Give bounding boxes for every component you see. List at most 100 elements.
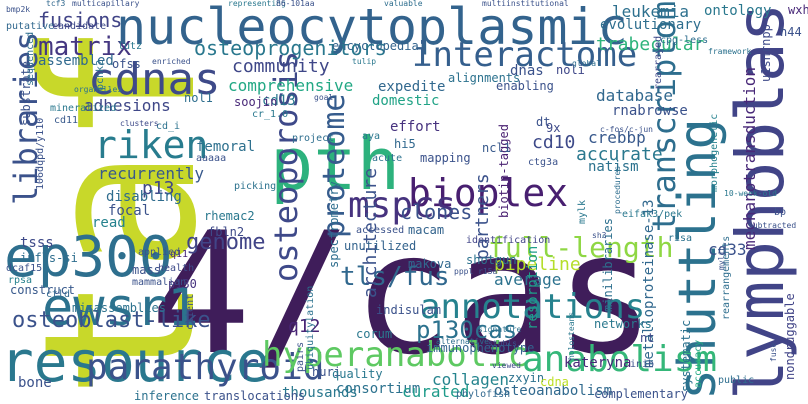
word-effort: effort [390,119,441,135]
word-acute: acute [372,153,403,164]
word-macam: macam [408,223,445,237]
word-fuse: fuse [769,342,778,362]
word-lutz: lutz [118,41,143,52]
word-disabling: disabling [106,189,182,205]
word-unutilized: unutilized [344,239,417,253]
word-p130cas: p130cas [416,316,518,344]
word-wxh: wxh [788,3,808,17]
word-alternative: alternative [436,337,489,346]
word-procedures: procedures [613,165,622,214]
word-alignments: alignments [448,71,521,85]
word-eifak3-pek: eifak3/pek [622,209,683,220]
word-full-length: full-length [488,231,674,264]
word-representing: representing [228,0,286,8]
word-dnas: dnas [510,63,544,79]
word-h44: h44 [780,25,802,39]
word-candidate: candidate [52,21,107,32]
word-ontology: ontology [704,3,772,19]
word-trabecular: trabecular [596,34,705,55]
word-public: public [718,375,755,386]
word-tls-fus: tls/fus [340,262,450,292]
word-database: database [596,86,674,105]
word-biotin-tagged: biotin-tagged [497,124,511,218]
word-risa: risa [668,233,693,244]
word-c-fos-c-jun: c-fos/c-jun [600,125,653,134]
word-quality: quality [332,367,383,381]
word-cdna: cdna [540,375,569,389]
word-genome: genome [186,230,266,255]
word-morphogenetic: morphogenetic [709,113,720,192]
word-crebbp: crebbp [588,128,646,147]
word-project: project [292,133,335,144]
word-huri: huri [312,365,341,379]
word-recurrently: recurrently [98,164,204,183]
word-resorption: resorption [525,245,541,330]
word-ofss: ofss [112,57,141,71]
word-shotgun: shotgun [466,253,517,267]
word-parathyroid: parathyroid [86,347,325,388]
word-cr-1-0: cr_1.0 [252,109,289,120]
word-identification: identification [466,235,551,246]
word-global: global [572,59,601,68]
word-4-cas: 4/cas [150,196,656,392]
word-enriched: enriched [152,57,191,66]
word-hi5: hi5 [394,137,416,151]
word-average: average [494,270,562,289]
word-cd-i: cd_i [156,121,181,132]
word-adhesions: adhesions [84,96,171,115]
word-aya: aya [362,131,381,142]
word-multiinstitutional: multiinstitutional [482,0,569,8]
word-86-101aa: 86-101aa [276,0,315,8]
word-immunophenotype: immunophenotype [426,341,535,355]
word-ctg3a: ctg3a [528,157,559,168]
word-organelles: organelles [74,85,123,94]
word-focal: focal [108,203,151,219]
word-clusters: clusters [120,119,159,128]
word-bmp2k: bmp2k [6,5,31,14]
word-p130: p130 [168,277,197,291]
word-sh3: sh3 [592,231,607,240]
word-domestic: domestic [372,93,440,109]
word-fbln2: fbln2 [208,225,245,239]
word-complementary: complementary [594,387,688,401]
word-spectrometry: spectrometry [327,181,341,268]
word-cd11: cd11 [54,115,79,126]
word-sequenced: sequenced [25,31,36,86]
word-rnabrowse: rnabrowse [612,103,688,119]
word-applied: applied [138,247,181,258]
word-inference: inference [134,389,200,403]
word-multicapillary: multicapillary [72,0,140,8]
word-mapping: mapping [420,151,471,165]
word-dt: dt [536,115,551,129]
word-soojin: soojin [234,95,278,109]
word-indisulam: indisulam [376,303,442,317]
word-bp: bp [774,207,787,218]
word-systematic: systematic [679,319,693,392]
word-infls-si: infls-si [20,251,78,265]
word-anabolism: anabolism [522,339,718,380]
word-q11: q11 [170,249,189,260]
word-mineralized: mineralized [50,103,117,114]
word-pth: pth [270,122,401,206]
word-matrix: matrix [38,32,132,62]
word-nondruggable: nondruggable [783,293,797,380]
word-noli: noli [556,63,585,77]
word-kateryna: kateryna [564,355,632,371]
word-ep300: ep300 [4,225,173,290]
word-makova: makova [408,257,452,271]
word-osteoanabolism: osteoanabolism [494,383,613,399]
word-picking: picking [234,181,277,192]
word-riken: riken [94,123,209,167]
word-mylk: mylk [577,199,588,224]
word-health: health [158,263,195,274]
word-accurate: accurate [576,144,663,165]
word-hyperanabolic: hyperanabolic [262,335,529,375]
word-framework: framework [708,47,752,56]
word-valuable: valuable [384,0,423,8]
word-nt: nt [640,331,655,345]
word-rearrayed: rearrayed [653,35,664,90]
word-assembled: assembled [38,53,114,69]
word-subtracted: subtracted [748,221,797,230]
word-goal: goal [314,93,334,102]
word-annotations: annotations [420,287,646,327]
